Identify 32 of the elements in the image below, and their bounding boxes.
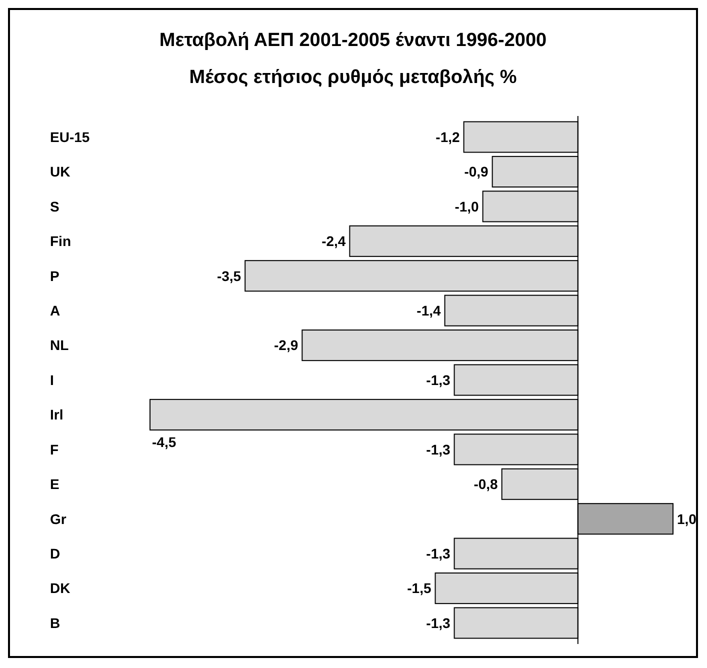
- y-tick-label: EU-15: [50, 128, 90, 145]
- y-tick-label: NL: [50, 337, 70, 354]
- data-label: -3,5: [216, 268, 242, 284]
- y-tick-label: E: [50, 476, 60, 492]
- y-tick-label: Gr: [50, 510, 67, 527]
- y-tick-label: Fin: [50, 233, 71, 250]
- y-tick-label: B: [50, 614, 60, 631]
- data-label: -1,3: [426, 545, 451, 562]
- y-tick-label: F: [50, 441, 59, 458]
- data-label: -1,3: [426, 441, 451, 458]
- y-tick-label: A: [50, 302, 60, 318]
- data-label: -0,9: [464, 164, 489, 180]
- y-tick-label: D: [50, 545, 60, 562]
- data-label: -1,5: [407, 580, 432, 596]
- data-label: -1,4: [416, 302, 441, 318]
- data-label: -1,3: [426, 614, 451, 631]
- data-label: -1,2: [436, 128, 460, 145]
- data-label: -0,8: [474, 476, 498, 492]
- y-tick-label: I: [50, 372, 54, 388]
- data-label: -1,0: [454, 198, 480, 214]
- y-tick-label: Irl: [50, 406, 64, 423]
- data-label: -2,4: [322, 233, 346, 250]
- y-tick-label: S: [50, 198, 60, 214]
- data-label: 1,0: [677, 510, 697, 527]
- y-tick-label: P: [50, 268, 60, 284]
- data-label: -1,3: [426, 372, 451, 388]
- chart-title: Μεταβολή ΑΕΠ 2001-2005 έναντι 1996-2000: [159, 30, 547, 51]
- chart-subtitle: Μέσος ετήσιος ρυθμός μεταβολής %: [189, 67, 517, 88]
- data-label: -2,9: [274, 337, 298, 354]
- y-tick-label: DK: [50, 580, 70, 596]
- y-tick-label: UK: [50, 164, 70, 180]
- data-label: -4,5: [152, 434, 176, 450]
